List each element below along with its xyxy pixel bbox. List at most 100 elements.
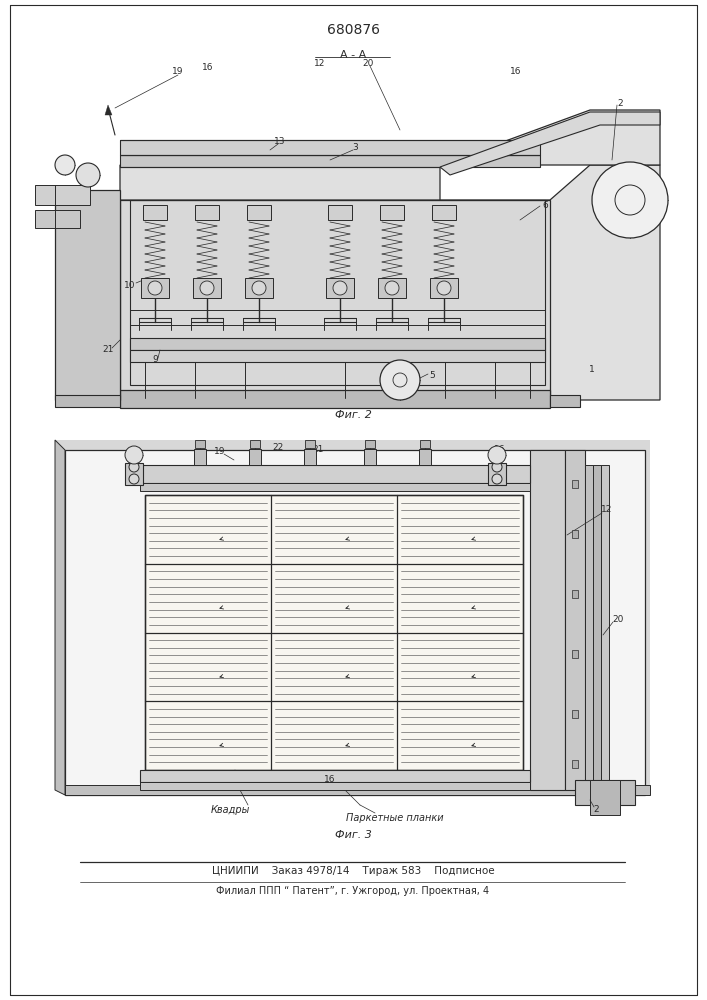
- Circle shape: [333, 281, 347, 295]
- Bar: [250, 440, 260, 448]
- Bar: [65, 450, 645, 795]
- Bar: [572, 710, 578, 718]
- Text: 16: 16: [510, 68, 522, 77]
- Circle shape: [129, 474, 139, 484]
- Text: 22: 22: [272, 444, 284, 452]
- Bar: [125, 463, 143, 485]
- Bar: [55, 395, 120, 407]
- Bar: [380, 205, 404, 220]
- Circle shape: [380, 360, 420, 400]
- Bar: [572, 590, 578, 598]
- Polygon shape: [120, 110, 660, 200]
- Bar: [35, 210, 80, 228]
- Circle shape: [148, 281, 162, 295]
- Text: 10: 10: [124, 280, 136, 290]
- Bar: [565, 450, 585, 790]
- Circle shape: [592, 162, 668, 238]
- Bar: [419, 449, 431, 465]
- Bar: [572, 530, 578, 538]
- Text: 20: 20: [612, 615, 624, 624]
- Text: Фиг. 3: Фиг. 3: [334, 830, 371, 840]
- Text: 1: 1: [589, 365, 595, 374]
- Polygon shape: [55, 440, 650, 790]
- Text: А - А: А - А: [340, 50, 366, 60]
- Text: Паркетные планки: Паркетные планки: [346, 813, 444, 823]
- Text: 16: 16: [202, 64, 214, 73]
- Bar: [195, 440, 205, 448]
- Bar: [35, 185, 90, 205]
- Bar: [432, 205, 456, 220]
- Circle shape: [252, 281, 266, 295]
- Bar: [430, 278, 458, 298]
- Bar: [364, 449, 376, 465]
- Bar: [247, 205, 271, 220]
- Bar: [120, 390, 550, 408]
- Polygon shape: [55, 440, 65, 795]
- Bar: [140, 483, 530, 491]
- Text: 12: 12: [602, 506, 613, 514]
- Bar: [249, 449, 261, 465]
- Text: 21: 21: [103, 346, 114, 355]
- Text: Фиг. 2: Фиг. 2: [334, 410, 371, 420]
- Text: 2: 2: [593, 806, 599, 814]
- Bar: [530, 450, 565, 790]
- Text: 19: 19: [173, 68, 184, 77]
- Text: 6: 6: [542, 200, 548, 210]
- Bar: [420, 440, 430, 448]
- Text: 5: 5: [429, 370, 435, 379]
- Bar: [550, 395, 580, 407]
- Circle shape: [125, 446, 143, 464]
- Bar: [140, 770, 530, 782]
- Polygon shape: [440, 112, 660, 175]
- Bar: [488, 463, 506, 485]
- Bar: [245, 278, 273, 298]
- Bar: [120, 140, 540, 155]
- Bar: [305, 440, 315, 448]
- Bar: [143, 205, 167, 220]
- Circle shape: [129, 462, 139, 472]
- Polygon shape: [65, 785, 650, 795]
- Text: 20: 20: [362, 58, 374, 68]
- Bar: [195, 205, 219, 220]
- Bar: [130, 200, 545, 385]
- Bar: [326, 278, 354, 298]
- Bar: [130, 338, 545, 350]
- Text: ЦНИИПИ    Заказ 4978/14    Тираж 583    Подписное: ЦНИИПИ Заказ 4978/14 Тираж 583 Подписное: [211, 866, 494, 876]
- Bar: [590, 780, 620, 815]
- Bar: [572, 650, 578, 658]
- Text: 3: 3: [352, 143, 358, 152]
- Bar: [194, 449, 206, 465]
- Polygon shape: [55, 190, 120, 400]
- Bar: [145, 495, 523, 770]
- Bar: [141, 278, 169, 298]
- Bar: [365, 440, 375, 448]
- Text: 9: 9: [152, 356, 158, 364]
- Text: Филиал ППП “ Патент”, г. Ужгород, ул. Проектная, 4: Филиал ППП “ Патент”, г. Ужгород, ул. Пр…: [216, 886, 489, 896]
- Bar: [572, 480, 578, 488]
- Text: 12: 12: [315, 58, 326, 68]
- Bar: [601, 465, 609, 785]
- Polygon shape: [105, 105, 112, 115]
- Circle shape: [200, 281, 214, 295]
- Circle shape: [492, 474, 502, 484]
- Bar: [140, 465, 530, 483]
- Circle shape: [488, 446, 506, 464]
- Text: 680876: 680876: [327, 23, 380, 37]
- Circle shape: [437, 281, 451, 295]
- Text: 19: 19: [214, 446, 226, 456]
- Text: 16: 16: [325, 776, 336, 784]
- Bar: [304, 449, 316, 465]
- Bar: [120, 200, 550, 400]
- Bar: [593, 465, 601, 785]
- Bar: [193, 278, 221, 298]
- Text: 13: 13: [274, 137, 286, 146]
- Bar: [120, 155, 540, 167]
- Bar: [378, 278, 406, 298]
- Bar: [140, 782, 530, 790]
- Bar: [328, 205, 352, 220]
- Text: 16: 16: [494, 446, 506, 454]
- Text: 21: 21: [312, 444, 324, 454]
- Bar: [585, 465, 593, 785]
- Text: Квадры: Квадры: [210, 805, 250, 815]
- Bar: [572, 760, 578, 768]
